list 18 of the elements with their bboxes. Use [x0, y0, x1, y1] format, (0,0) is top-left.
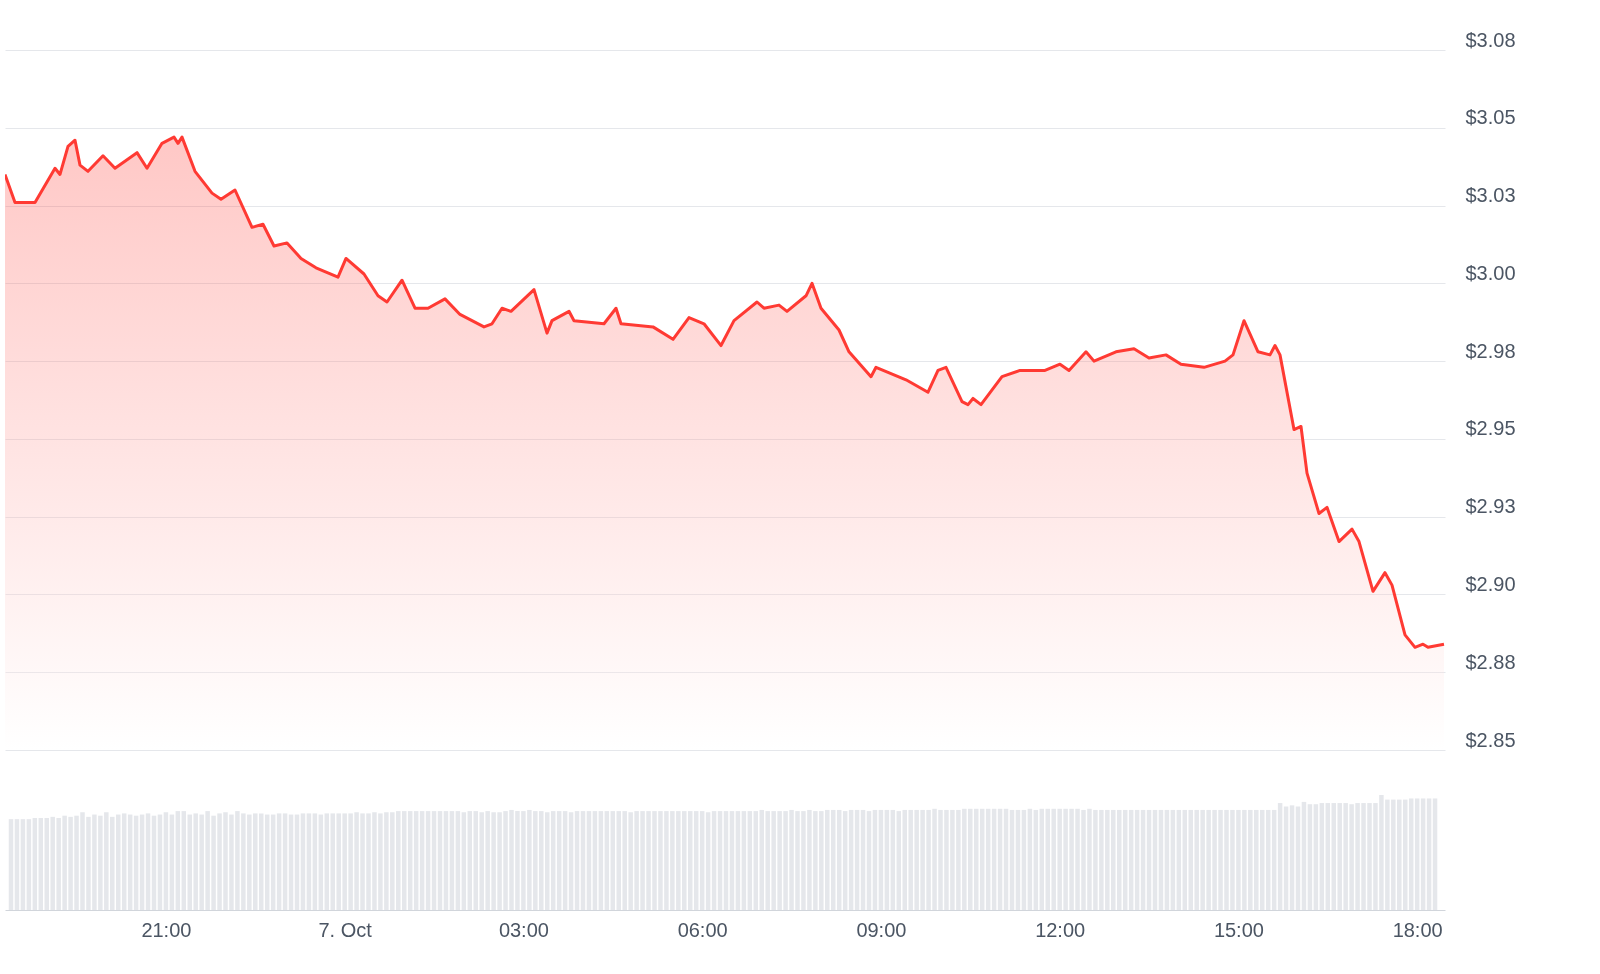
x-tick-label: 06:00	[677, 918, 728, 941]
y-tick-label: $2.93	[1465, 495, 1516, 518]
y-tick-label: $3.03	[1465, 184, 1516, 207]
y-tick-label: $2.90	[1465, 572, 1516, 595]
y-tick-label: $2.85	[1465, 728, 1516, 751]
x-tick-label: 7. Oct	[318, 918, 373, 941]
y-tick-label: $3.00	[1465, 261, 1516, 284]
y-tick-label: $2.98	[1465, 339, 1516, 362]
x-tick-label: 03:00	[498, 918, 549, 941]
y-tick-label: $2.88	[1465, 650, 1516, 673]
y-tick-label: $3.05	[1465, 106, 1516, 129]
x-tick-label: 12:00	[1035, 918, 1086, 941]
x-tick-label: 21:00	[141, 918, 192, 941]
x-tick-label: 18:00	[1392, 918, 1443, 941]
y-tick-label: $3.08	[1465, 28, 1516, 51]
x-tick-label: 09:00	[856, 918, 907, 941]
x-tick-label: 15:00	[1213, 918, 1264, 941]
y-tick-label: $2.95	[1465, 417, 1516, 440]
